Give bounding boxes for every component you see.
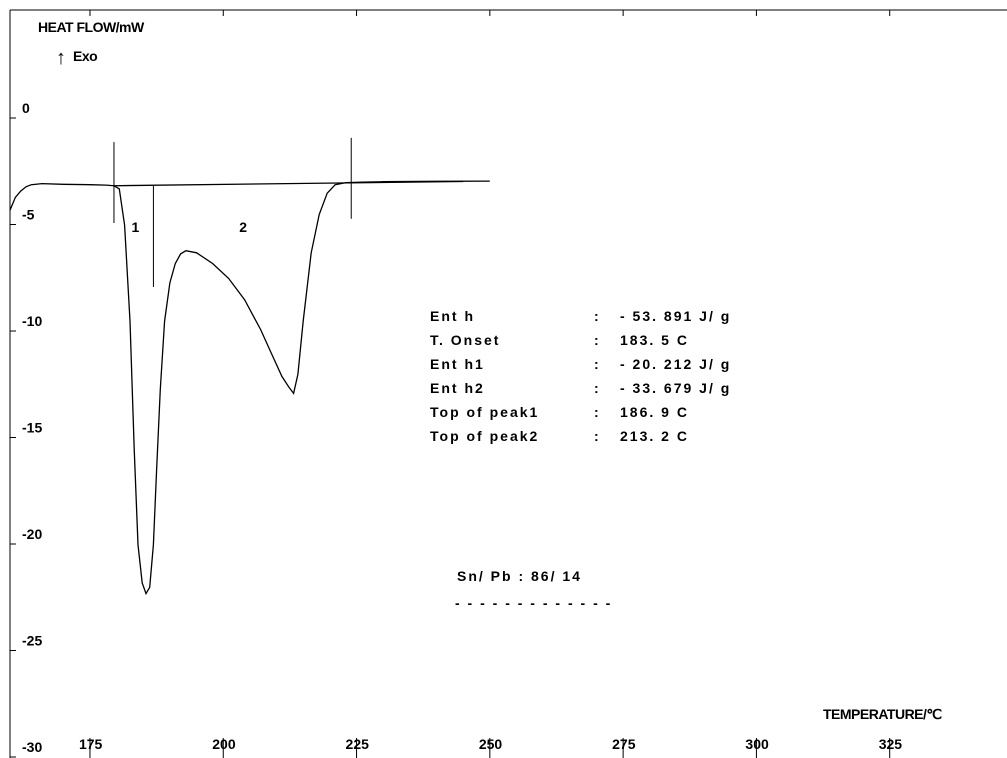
result-label: Ent h2 xyxy=(430,380,485,396)
y-axis-label: HEAT FLOW/mW xyxy=(38,19,145,35)
y-tick-label: 0 xyxy=(22,100,30,116)
baseline-line xyxy=(113,180,464,187)
x-tick-label: 250 xyxy=(479,736,503,752)
y-tick-label: -15 xyxy=(22,420,42,436)
result-value: - 20. 212 J/ g xyxy=(620,356,731,372)
sample-label: Sn/ Pb : 86/ 14 xyxy=(457,568,582,584)
x-tick-label: 325 xyxy=(879,736,903,752)
x-tick-label: 275 xyxy=(612,736,636,752)
x-tick-label: 225 xyxy=(346,736,370,752)
results-table: Ent h: - 53. 891 J/ g T. Onset: 183. 5 C Ent… xyxy=(430,308,731,444)
y-tick-label: -10 xyxy=(22,313,42,329)
result-label: T. Onset xyxy=(430,332,500,348)
result-colon: : xyxy=(594,332,601,348)
y-tick-label: -30 xyxy=(22,739,42,755)
x-tick-label: 200 xyxy=(212,736,236,752)
result-label: Top of peak1 xyxy=(430,404,539,420)
result-value: - 33. 679 J/ g xyxy=(620,380,731,396)
x-axis-label: TEMPERATURE/℃ xyxy=(823,706,942,722)
result-colon: : xyxy=(594,308,601,324)
bottom-ticks: 175 200 225 250 275 300 325 xyxy=(79,736,902,758)
result-value: - 53. 891 J/ g xyxy=(620,308,731,324)
result-colon: : xyxy=(594,356,601,372)
exo-label: Exo xyxy=(73,48,97,64)
result-colon: : xyxy=(594,404,601,420)
result-value: 183. 5 C xyxy=(620,332,689,348)
result-value: 213. 2 C xyxy=(620,428,689,444)
x-tick-label: 300 xyxy=(745,736,769,752)
result-colon: : xyxy=(594,380,601,396)
y-ticks: 0 -5 -10 -15 -20 -25 -30 xyxy=(10,100,42,758)
y-tick-label: -5 xyxy=(22,207,35,223)
y-tick-label: -20 xyxy=(22,526,42,542)
peak-label: 1 xyxy=(132,219,140,235)
x-tick-label: 175 xyxy=(79,736,103,752)
peak-label: 2 xyxy=(239,219,247,235)
y-tick-label: -25 xyxy=(22,633,42,649)
result-label: Top of peak2 xyxy=(430,428,539,444)
heat-flow-curve xyxy=(9,180,490,596)
exo-arrow-icon: ↑ xyxy=(56,47,66,69)
result-value: 186. 9 C xyxy=(620,404,689,420)
top-ticks xyxy=(89,10,891,16)
result-colon: : xyxy=(594,428,601,444)
result-label: Ent h1 xyxy=(430,356,485,372)
result-label: Ent h xyxy=(430,308,475,324)
sample-underline: - - - - - - - - - - - - - xyxy=(455,595,612,611)
